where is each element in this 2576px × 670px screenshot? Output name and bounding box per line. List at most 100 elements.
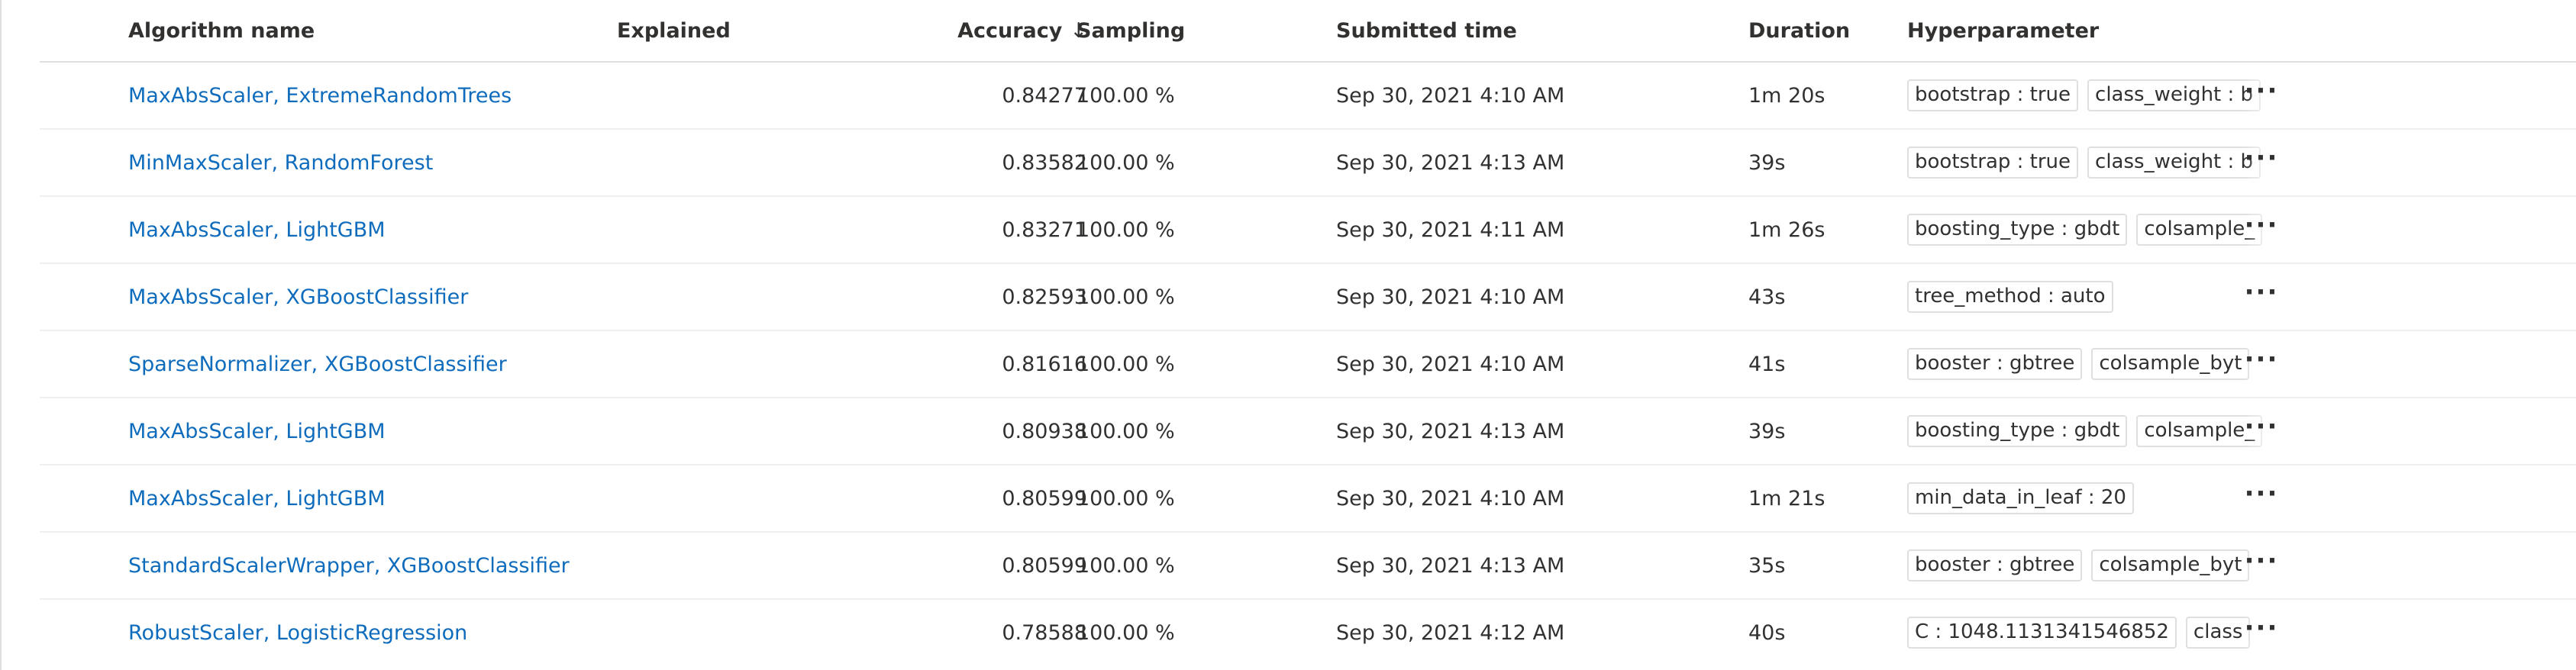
algorithm-name-cell: MinMaxScaler, RandomForest	[128, 130, 602, 195]
hyperparameter-chip: class_weight : b	[2087, 79, 2261, 111]
hyperparameter-chip: class	[2185, 617, 2251, 649]
duration-cell: 40s	[1748, 600, 1886, 665]
explained-cell	[617, 331, 846, 397]
sampling-cell-text: 100.00 %	[1077, 352, 1175, 376]
accuracy-cell: 0.80599	[849, 533, 1087, 598]
hyperparameter-chip: tree_method : auto	[1907, 281, 2113, 313]
overflow-fade	[2243, 264, 2289, 330]
table-row[interactable]: RobustScaler, LogisticRegression 0.78588 1…	[40, 600, 2576, 665]
duration-cell: 41s	[1748, 331, 1886, 397]
submitted-time-cell-text: Sep 30, 2021 4:12 AM	[1336, 620, 1565, 645]
algorithm-name-cell-text[interactable]: MaxAbsScaler, LightGBM	[128, 486, 386, 511]
table-row[interactable]: MaxAbsScaler, LightGBM 0.80599 100.00 % Sep…	[40, 465, 2576, 533]
duration-cell: 43s	[1748, 264, 1886, 330]
more-options-icon[interactable]: ···	[2244, 478, 2279, 509]
more-options-icon[interactable]: ···	[2244, 210, 2279, 240]
hyperparameter-chip: booster : gbtree	[1907, 549, 2083, 581]
hyperparameter-chip: C : 1048.1131341546852	[1907, 617, 2177, 649]
submitted-time-cell-text: Sep 30, 2021 4:13 AM	[1336, 419, 1565, 443]
accuracy-cell: 0.83582	[849, 130, 1087, 195]
column-header-label: Explained	[617, 18, 731, 43]
row-actions-cell: ···	[2239, 600, 2284, 665]
sampling-cell: 100.00 %	[1077, 331, 1306, 397]
submitted-time-cell: Sep 30, 2021 4:11 AM	[1336, 197, 1703, 263]
column-header-hyperparameter[interactable]: Hyperparameter	[1907, 0, 2289, 61]
column-header-accuracy[interactable]: Accuracy ↓	[849, 0, 1087, 61]
submitted-time-cell: Sep 30, 2021 4:10 AM	[1336, 331, 1703, 397]
table-row[interactable]: MaxAbsScaler, XGBoostClassifier 0.82593 10…	[40, 264, 2576, 331]
column-header-submitted-time[interactable]: Submitted time	[1336, 0, 1703, 61]
table-row[interactable]: MinMaxScaler, RandomForest 0.83582 100.00 …	[40, 130, 2576, 197]
algorithm-name-cell-text[interactable]: RobustScaler, LogisticRegression	[128, 620, 468, 645]
more-options-icon[interactable]: ···	[2244, 76, 2279, 106]
submitted-time-cell-text: Sep 30, 2021 4:10 AM	[1336, 352, 1565, 376]
duration-cell: 1m 20s	[1748, 63, 1886, 128]
table-row[interactable]: MaxAbsScaler, LightGBM 0.83271 100.00 % Sep…	[40, 197, 2576, 264]
hyperparameter-chips: bootstrap : true class_weight : b	[1907, 63, 2289, 128]
algorithm-name-cell-text[interactable]: MaxAbsScaler, XGBoostClassifier	[128, 285, 469, 309]
more-options-icon[interactable]: ···	[2244, 411, 2279, 442]
hyperparameter-cell: tree_method : auto	[1907, 264, 2289, 330]
hyperparameter-chip: class_weight : b	[2087, 147, 2261, 179]
row-actions-cell: ···	[2239, 130, 2284, 195]
column-header-label: Hyperparameter	[1907, 18, 2100, 43]
column-header-sampling[interactable]: Sampling	[1077, 0, 1306, 61]
more-options-icon[interactable]: ···	[2244, 344, 2279, 375]
overflow-fade	[2243, 533, 2289, 598]
accuracy-cell: 0.80599	[849, 465, 1087, 531]
table-row[interactable]: StandardScalerWrapper, XGBoostClassifier…	[40, 533, 2576, 600]
submitted-time-cell-text: Sep 30, 2021 4:10 AM	[1336, 83, 1565, 108]
submitted-time-cell: Sep 30, 2021 4:12 AM	[1336, 600, 1703, 665]
accuracy-cell-text: 0.80938	[1002, 419, 1087, 443]
duration-cell: 1m 21s	[1748, 465, 1886, 531]
sampling-cell-text: 100.00 %	[1077, 620, 1175, 645]
row-actions-cell: ···	[2239, 533, 2284, 598]
row-actions-cell: ···	[2239, 264, 2284, 330]
hyperparameter-chips: booster : gbtree colsample_byt	[1907, 331, 2289, 397]
more-options-icon[interactable]: ···	[2244, 143, 2279, 173]
column-header-algorithm-name[interactable]: Algorithm name	[128, 0, 602, 61]
submitted-time-cell-text: Sep 30, 2021 4:13 AM	[1336, 553, 1565, 578]
hyperparameter-cell: booster : gbtree colsample_byt	[1907, 331, 2289, 397]
more-options-icon[interactable]: ···	[2244, 546, 2279, 576]
more-options-icon[interactable]: ···	[2244, 613, 2279, 643]
column-header-label: Accuracy	[957, 18, 1063, 43]
row-actions-cell: ···	[2239, 63, 2284, 128]
submitted-time-cell-text: Sep 30, 2021 4:13 AM	[1336, 150, 1565, 175]
sampling-cell: 100.00 %	[1077, 197, 1306, 263]
algorithm-name-cell-text[interactable]: MinMaxScaler, RandomForest	[128, 150, 434, 175]
hyperparameter-chips: bootstrap : true class_weight : b	[1907, 130, 2289, 195]
algorithm-name-cell-text[interactable]: MaxAbsScaler, LightGBM	[128, 419, 386, 443]
explained-cell	[617, 264, 846, 330]
hyperparameter-chips: boosting_type : gbdt colsample_	[1907, 398, 2289, 464]
hyperparameter-cell: C : 1048.1131341546852 class	[1907, 600, 2289, 665]
more-options-icon[interactable]: ···	[2244, 277, 2279, 308]
algorithm-name-cell-text[interactable]: SparseNormalizer, XGBoostClassifier	[128, 352, 507, 376]
accuracy-cell-text: 0.82593	[1002, 285, 1087, 309]
column-header-explained[interactable]: Explained	[617, 0, 846, 61]
accuracy-cell: 0.83271	[849, 197, 1087, 263]
duration-cell-text: 40s	[1748, 620, 1786, 645]
algorithm-name-cell: StandardScalerWrapper, XGBoostClassifier	[128, 533, 602, 598]
table-row[interactable]: MaxAbsScaler, LightGBM 0.80938 100.00 % Sep…	[40, 398, 2576, 465]
sampling-cell-text: 100.00 %	[1077, 150, 1175, 175]
duration-cell: 1m 26s	[1748, 197, 1886, 263]
table-row[interactable]: MaxAbsScaler, ExtremeRandomTrees 0.84277 1…	[40, 63, 2576, 130]
algorithm-name-cell-text[interactable]: MaxAbsScaler, ExtremeRandomTrees	[128, 83, 512, 108]
submitted-time-cell: Sep 30, 2021 4:13 AM	[1336, 130, 1703, 195]
algorithm-name-cell-text[interactable]: MaxAbsScaler, LightGBM	[128, 217, 386, 242]
overflow-fade	[2243, 465, 2289, 531]
duration-cell-text: 1m 26s	[1748, 217, 1825, 242]
explained-cell	[617, 465, 846, 531]
hyperparameter-cell: booster : gbtree colsample_byt	[1907, 533, 2289, 598]
algorithm-name-cell-text[interactable]: StandardScalerWrapper, XGBoostClassifier	[128, 553, 570, 578]
table-row[interactable]: SparseNormalizer, XGBoostClassifier 0.816…	[40, 331, 2576, 398]
explained-cell	[617, 533, 846, 598]
algorithm-name-cell: MaxAbsScaler, LightGBM	[128, 197, 602, 263]
hyperparameter-cell: min_data_in_leaf : 20	[1907, 465, 2289, 531]
column-header-duration[interactable]: Duration	[1748, 0, 1886, 61]
left-border	[0, 0, 2, 670]
row-actions-cell: ···	[2239, 331, 2284, 397]
hyperparameter-cell: boosting_type : gbdt colsample_	[1907, 197, 2289, 263]
column-header-label: Duration	[1748, 18, 1851, 43]
